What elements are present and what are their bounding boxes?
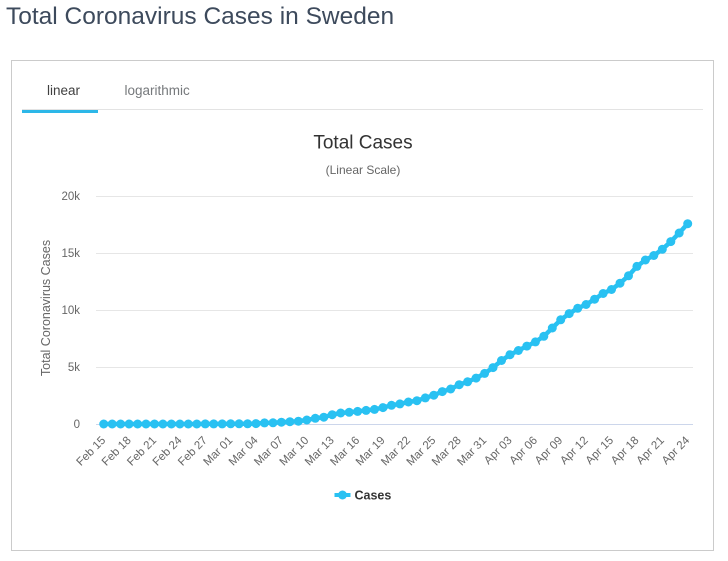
svg-text:Apr 18: Apr 18 [609,435,641,467]
svg-text:(Linear Scale): (Linear Scale) [326,163,401,177]
svg-text:Apr 12: Apr 12 [558,435,590,467]
svg-text:Total Coronavirus Cases: Total Coronavirus Cases [39,240,53,376]
svg-text:0: 0 [74,419,80,431]
svg-text:Cases: Cases [355,489,392,503]
svg-text:20k: 20k [61,191,80,203]
svg-text:Total Cases: Total Cases [313,133,412,154]
svg-text:10k: 10k [61,305,80,317]
svg-text:Apr 24: Apr 24 [660,434,693,467]
svg-text:Apr 03: Apr 03 [482,435,514,467]
svg-text:Apr 21: Apr 21 [634,435,666,467]
svg-text:15k: 15k [61,248,80,260]
svg-text:5k: 5k [68,362,80,374]
svg-text:Apr 09: Apr 09 [533,435,565,467]
svg-text:Mar 31: Mar 31 [455,435,489,469]
svg-text:Apr 15: Apr 15 [584,435,616,467]
